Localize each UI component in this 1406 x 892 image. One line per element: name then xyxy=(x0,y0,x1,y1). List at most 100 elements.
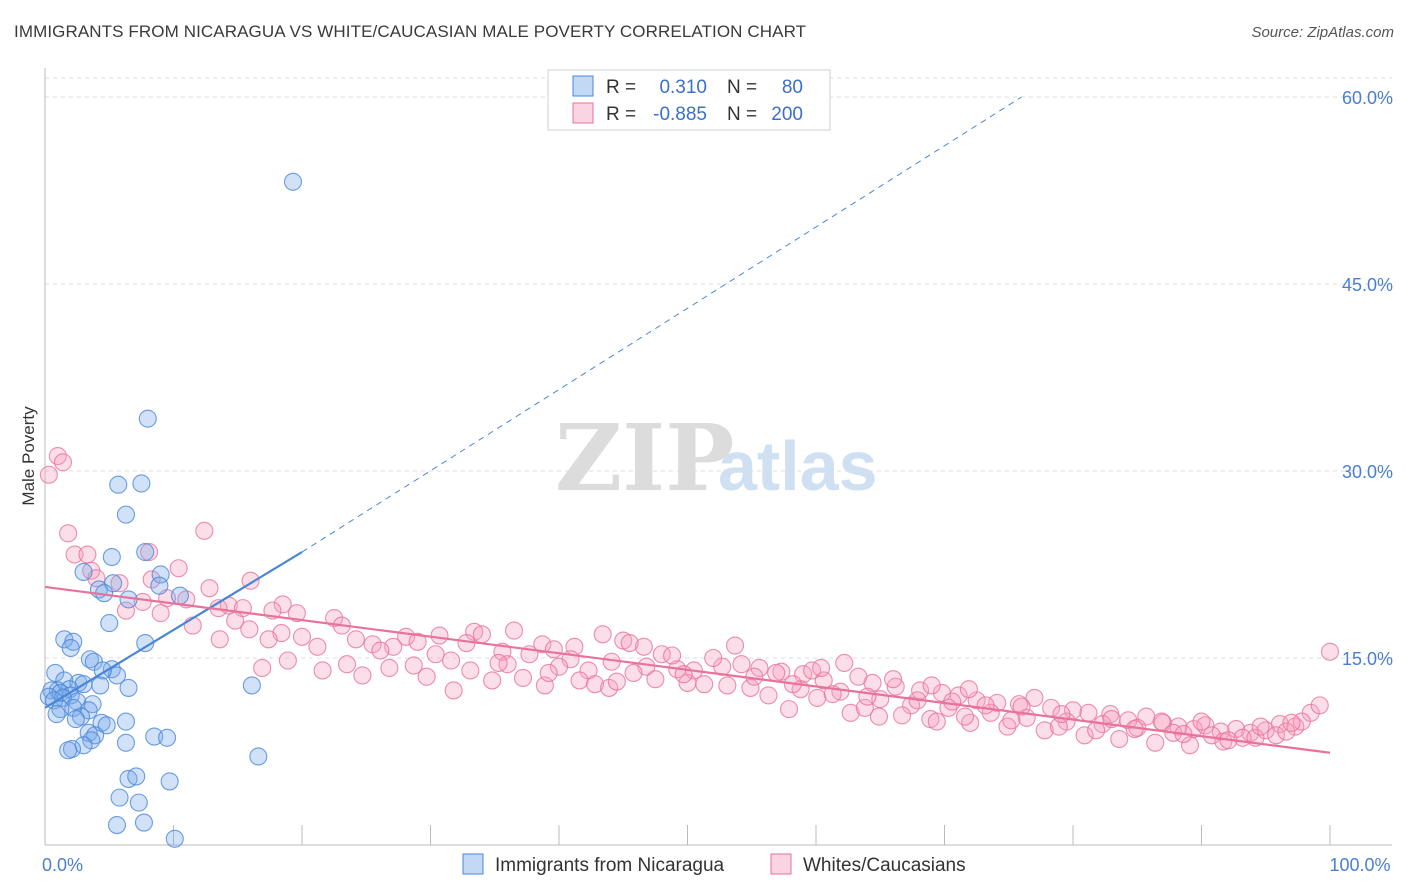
white-point xyxy=(133,592,152,611)
white-point xyxy=(624,663,643,683)
white-point xyxy=(408,632,427,651)
nicaragua-point xyxy=(136,542,155,562)
white-point xyxy=(116,601,136,620)
data-points xyxy=(39,172,1340,848)
white-point xyxy=(140,542,159,562)
white-point xyxy=(718,676,737,695)
trend-lines xyxy=(44,96,1331,754)
legend-box: R = 0.310 N = 80 R = -0.885 N = 200 xyxy=(547,69,831,131)
white-trend-line xyxy=(44,585,1331,754)
nicaragua-trend-line xyxy=(44,551,303,709)
white-point xyxy=(704,648,723,668)
legend-n-label: N = xyxy=(727,104,757,125)
white-point xyxy=(1282,713,1301,732)
white-point xyxy=(313,661,332,680)
nicaragua-point xyxy=(170,586,189,605)
white-point xyxy=(741,678,760,697)
white-point xyxy=(78,545,97,564)
nicaragua-point xyxy=(242,676,261,695)
white-point xyxy=(835,653,854,673)
white-point xyxy=(1192,712,1211,731)
white-point xyxy=(442,651,461,670)
white-point xyxy=(1266,726,1286,745)
white-point xyxy=(1180,736,1199,755)
white-point xyxy=(1035,721,1054,740)
white-point xyxy=(444,681,463,700)
white-point xyxy=(549,657,569,676)
nicaragua-point xyxy=(116,733,136,752)
white-point xyxy=(539,663,558,683)
white-point xyxy=(593,625,612,644)
white-point xyxy=(200,579,219,598)
nicaragua-point xyxy=(165,829,184,848)
nicaragua-trend-extension xyxy=(301,96,1022,553)
white-point xyxy=(430,626,449,645)
white-point xyxy=(461,661,480,680)
nicaragua-point xyxy=(104,574,123,593)
white-point xyxy=(1310,696,1329,715)
nicaragua-point xyxy=(119,678,138,697)
white-point xyxy=(59,524,78,543)
white-point xyxy=(346,630,366,649)
x-tick-label: 100.0% xyxy=(1329,855,1390,875)
nicaragua-point xyxy=(116,505,136,524)
white-point xyxy=(39,465,58,484)
y-tick-label: 15.0% xyxy=(1342,649,1393,669)
white-point xyxy=(858,687,877,706)
nicaragua-point xyxy=(71,707,91,726)
white-point xyxy=(278,651,297,670)
tick-labels: 15.0% 30.0% 45.0% 60.0% 0.0% 100.0% xyxy=(42,88,1393,875)
nicaragua-point xyxy=(129,793,148,812)
y-tick-label: 45.0% xyxy=(1342,275,1393,295)
nicaragua-point xyxy=(150,576,169,595)
white-point xyxy=(195,521,214,540)
bottom-legend-swatch-blue xyxy=(462,853,484,875)
nicaragua-point xyxy=(160,772,179,791)
nicaragua-point xyxy=(47,705,66,724)
legend-r-label: R = xyxy=(606,77,636,98)
white-point xyxy=(544,640,563,659)
white-point xyxy=(151,604,170,623)
x-tick-label: 0.0% xyxy=(42,855,83,875)
white-point xyxy=(767,663,786,683)
white-point xyxy=(1079,703,1098,722)
white-point xyxy=(893,706,912,725)
white-point xyxy=(808,688,827,707)
white-point xyxy=(841,703,860,722)
nicaragua-point xyxy=(116,712,136,731)
white-point xyxy=(570,671,589,690)
nicaragua-point xyxy=(127,767,146,786)
nicaragua-point xyxy=(102,547,121,567)
white-point xyxy=(489,653,508,673)
white-point xyxy=(695,675,714,694)
nicaragua-point xyxy=(59,741,78,760)
legend-swatch-blue xyxy=(572,75,594,97)
white-point xyxy=(371,641,390,660)
white-point xyxy=(1251,717,1270,736)
white-point xyxy=(210,630,229,649)
chart-title: IMMIGRANTS FROM NICARAGUA VS WHITE/CAUCA… xyxy=(14,22,807,41)
nicaragua-point xyxy=(91,676,110,695)
white-point xyxy=(337,655,357,674)
watermark-atlas: atlas xyxy=(718,427,878,505)
watermark-zip: ZIP xyxy=(555,404,734,512)
white-point xyxy=(183,616,202,635)
white-point xyxy=(855,698,874,717)
white-point xyxy=(417,667,436,686)
white-point xyxy=(533,635,552,654)
nicaragua-point xyxy=(158,728,177,747)
white-point xyxy=(1277,722,1296,741)
legend-n-value: 200 xyxy=(771,104,803,125)
grid-lines xyxy=(45,77,1392,659)
bottom-legend: Immigrants from Nicaragua Whites/Caucasi… xyxy=(462,853,966,876)
legend-r-value: -0.885 xyxy=(653,104,707,125)
y-tick-label: 30.0% xyxy=(1342,462,1393,482)
white-point xyxy=(1075,726,1094,745)
white-point xyxy=(988,693,1007,712)
nicaragua-point xyxy=(134,813,153,832)
white-point xyxy=(869,707,889,726)
white-point xyxy=(308,637,327,656)
white-point xyxy=(607,672,626,691)
white-point xyxy=(513,668,533,687)
